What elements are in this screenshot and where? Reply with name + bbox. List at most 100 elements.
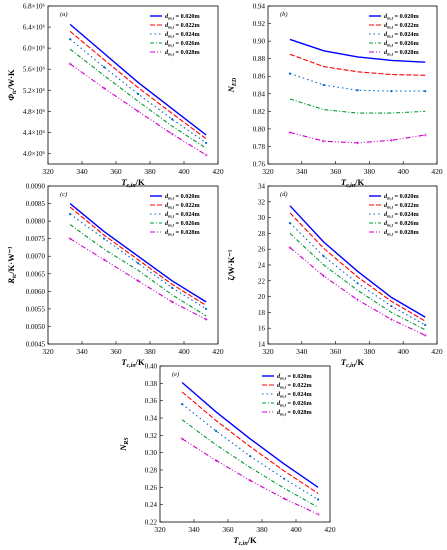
- series-line-5: [289, 131, 426, 144]
- chart-panel-5: 320 340 360 380 400 420 0.22 0.24 0.26 0.28 0.30 0.…: [118, 363, 336, 548]
- data-point: [284, 470, 285, 471]
- data-point: [425, 320, 426, 321]
- x-tick-label: 420: [431, 347, 443, 356]
- y-tick-label: 0.0055: [26, 305, 46, 313]
- data-point: [104, 231, 105, 232]
- data-point: [138, 101, 139, 102]
- x-tick-label: 320: [262, 347, 274, 356]
- plot-frame: [47, 185, 219, 345]
- data-point: [425, 317, 426, 318]
- x-tick-label: 380: [144, 167, 156, 176]
- y-tick-label: 20: [258, 293, 266, 301]
- data-point: [356, 89, 359, 92]
- x-tick-label: 400: [398, 347, 410, 356]
- data-point: [172, 284, 173, 285]
- data-point: [323, 66, 324, 67]
- x-tick-label: 360: [330, 167, 342, 176]
- data-point: [138, 82, 139, 83]
- data-point: [391, 301, 392, 302]
- y-tick-label: 0.92: [253, 20, 266, 28]
- x-tick-label: 380: [144, 347, 156, 356]
- data-point: [283, 477, 286, 480]
- data-point: [70, 31, 71, 32]
- legend-label-1: dm,t = 0.020m: [165, 193, 201, 201]
- data-point: [250, 446, 251, 447]
- legend-label-2: dm,t = 0.022m: [165, 202, 201, 210]
- data-point: [206, 315, 207, 316]
- y-tick-label: 0.28: [145, 467, 158, 475]
- legend-label-5: dm,t = 0.028m: [165, 49, 201, 57]
- series-line-1: [181, 381, 319, 488]
- x-tick-label: 360: [330, 347, 342, 356]
- series-line-4: [181, 419, 319, 508]
- x-tick-label: 400: [398, 167, 410, 176]
- data-point: [288, 130, 292, 134]
- x-axis-label: Tc,in/K: [233, 535, 257, 547]
- y-tick-label: 0.32: [145, 432, 158, 440]
- data-point: [104, 75, 105, 76]
- y-axis-label: ζ/W·K⁻¹: [226, 249, 236, 280]
- data-point: [390, 304, 393, 308]
- data-point: [425, 62, 426, 63]
- legend-label-4: dm,t = 0.026m: [384, 40, 420, 48]
- data-point: [137, 262, 140, 265]
- data-point: [136, 109, 140, 113]
- data-point: [172, 280, 173, 281]
- series-line-3: [289, 73, 426, 92]
- x-tick-label: 340: [188, 525, 200, 534]
- data-point: [356, 282, 359, 285]
- legend-label-3: dm,t = 0.024m: [277, 391, 313, 399]
- data-point: [357, 71, 358, 72]
- x-tick-label: 320: [42, 167, 54, 176]
- data-point: [137, 92, 140, 96]
- data-point: [216, 420, 217, 421]
- legend-label-2: dm,t = 0.022m: [165, 22, 201, 30]
- data-point: [182, 419, 183, 420]
- y-tick-label: 0.0050: [26, 323, 46, 331]
- legend-label-4: dm,t = 0.026m: [165, 40, 201, 48]
- y-tick-label: 0.22: [145, 519, 158, 527]
- data-point: [289, 212, 290, 213]
- data-point: [289, 54, 290, 55]
- y-axis-label: Rtc/K·W⁻¹: [6, 246, 18, 285]
- x-tick-label: 400: [178, 347, 190, 356]
- data-point: [423, 333, 427, 337]
- data-point: [102, 86, 106, 90]
- series-line-5: [69, 63, 207, 156]
- data-point: [423, 133, 427, 137]
- data-point: [172, 108, 173, 109]
- x-tick-label: 340: [296, 167, 308, 176]
- x-axis-label: Tc,in/K: [121, 357, 145, 369]
- data-point: [425, 75, 426, 76]
- data-point: [357, 290, 358, 291]
- y-tick-label: 0.80: [253, 125, 266, 133]
- data-point: [138, 259, 139, 260]
- data-point: [136, 279, 140, 283]
- series-line-4: [69, 224, 207, 317]
- legend-label-1: dm,t = 0.020m: [384, 193, 420, 201]
- legend-label-5: dm,t = 0.028m: [277, 409, 313, 417]
- data-point: [391, 60, 392, 61]
- y-tick-label: 0.0060: [26, 288, 46, 296]
- y-tick-label: 6.8×10⁶: [23, 3, 46, 11]
- chart-panel-3: 320 340 360 380 400 420 0.0045 0.0050 0.0055 0.00…: [6, 183, 224, 370]
- data-point: [249, 455, 252, 458]
- legend-label-1: dm,t = 0.020m: [384, 13, 420, 21]
- y-tick-label: 4.4×10⁶: [23, 129, 46, 137]
- series-line-4: [69, 48, 207, 149]
- series-line-5: [181, 438, 319, 515]
- data-point: [318, 507, 319, 508]
- data-point: [216, 411, 217, 412]
- data-point: [68, 62, 72, 66]
- legend-label-4: dm,t = 0.026m: [277, 400, 313, 408]
- y-axis-label: NRS: [118, 437, 130, 452]
- y-tick-label: 30: [258, 214, 266, 222]
- data-point: [357, 276, 358, 277]
- data-point: [323, 109, 324, 110]
- data-point: [205, 307, 208, 310]
- y-axis-label: NED: [226, 77, 238, 93]
- series-line-4: [289, 232, 426, 331]
- data-point: [204, 153, 208, 157]
- data-point: [171, 118, 174, 121]
- y-tick-label: 0.82: [253, 108, 266, 116]
